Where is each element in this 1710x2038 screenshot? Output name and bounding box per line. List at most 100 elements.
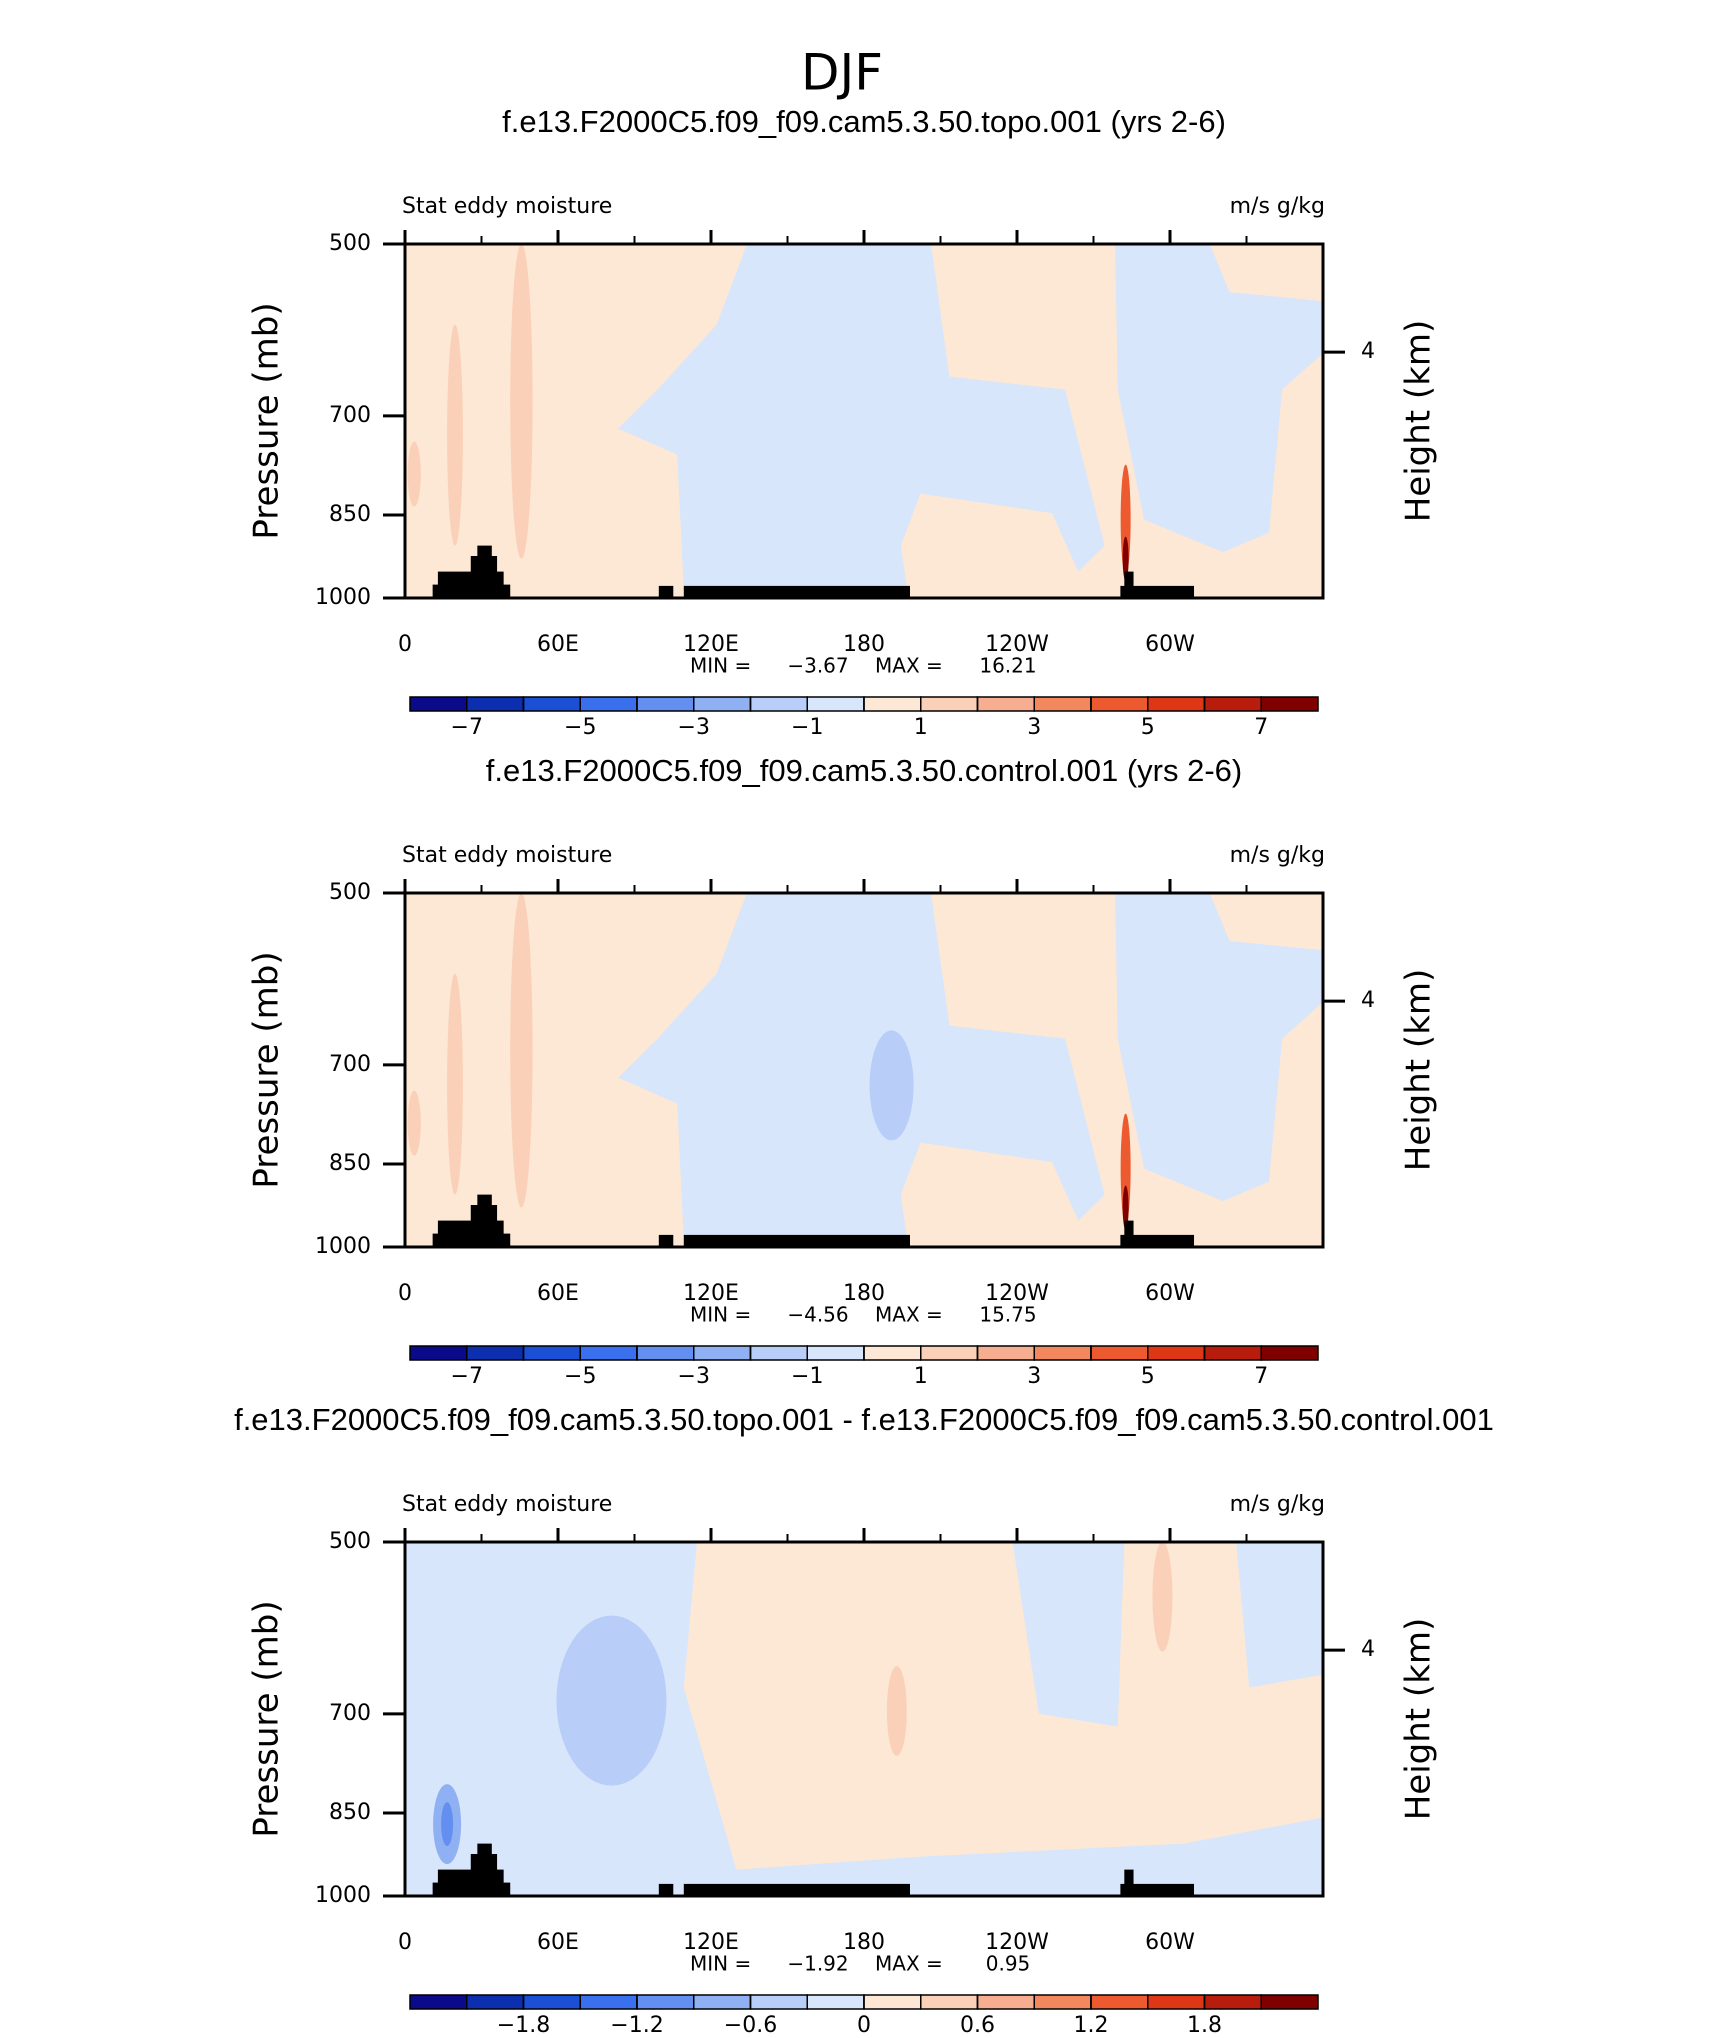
colorbar-box xyxy=(466,696,525,712)
colorbar-box xyxy=(863,1994,922,2010)
colorbar-box xyxy=(693,1345,752,1361)
x-tick-label: 120W xyxy=(985,1930,1049,1955)
x-tick-label: 0 xyxy=(398,1930,412,1955)
colorbar-box xyxy=(806,1994,865,2010)
colorbar-tick-label: −1 xyxy=(791,715,823,740)
colorbar-box xyxy=(1033,1345,1092,1361)
field-region xyxy=(407,1090,421,1156)
colorbar-box xyxy=(409,1994,468,2010)
y-tick-label: 1000 xyxy=(315,1883,371,1908)
colorbar-box xyxy=(466,1345,525,1361)
colorbar-box xyxy=(920,1345,979,1361)
orography xyxy=(477,1843,492,1855)
left-label: Stat eddy moisture xyxy=(402,194,612,219)
colorbar-tick-label: −5 xyxy=(564,715,596,740)
x-tick-label: 180 xyxy=(843,1930,885,1955)
colorbar-box xyxy=(409,696,468,712)
x-tick-label: 60W xyxy=(1145,1281,1195,1306)
colorbar-box xyxy=(579,1345,638,1361)
orography xyxy=(1120,1234,1195,1247)
colorbar-box xyxy=(749,1345,808,1361)
colorbar-box xyxy=(863,696,922,712)
contour-field xyxy=(405,244,1323,598)
y-tick-label: 1000 xyxy=(315,1234,371,1259)
colorbar-box xyxy=(806,1345,865,1361)
colorbar-box xyxy=(693,1994,752,2010)
orography xyxy=(477,1194,492,1206)
colorbar-tick-label: 1.2 xyxy=(1074,2013,1109,2038)
colorbar-box xyxy=(522,1994,581,2010)
field-region xyxy=(1152,1542,1173,1652)
colorbar-box xyxy=(749,1994,808,2010)
panel: f.e13.F2000C5.f09_f09.cam5.3.50.topo.001… xyxy=(234,1402,1494,2038)
field-region xyxy=(510,244,533,559)
y2-tick-label: 4 xyxy=(1361,339,1375,364)
min-value: −1.92 xyxy=(787,1952,848,1976)
x-tick-label: 180 xyxy=(843,1281,885,1306)
colorbar-tick-label: 5 xyxy=(1141,715,1155,740)
colorbar-box xyxy=(920,1994,979,2010)
colorbar-tick-label: −1 xyxy=(791,1364,823,1389)
colorbar-tick-label: 3 xyxy=(1027,715,1041,740)
x-tick-label: 60E xyxy=(537,1281,579,1306)
y-axis-label: Pressure (mb) xyxy=(247,302,287,539)
x-tick-label: 60E xyxy=(537,1930,579,1955)
field-region xyxy=(1122,1185,1129,1230)
colorbar-box xyxy=(1147,1345,1206,1361)
x-tick-label: 180 xyxy=(843,632,885,657)
y-tick-label: 500 xyxy=(329,880,371,905)
field-region xyxy=(618,893,1105,1241)
colorbar-box xyxy=(693,696,752,712)
y2-tick-label: 4 xyxy=(1361,1637,1375,1662)
y-tick-label: 500 xyxy=(329,231,371,256)
orography xyxy=(1124,571,1134,587)
colorbar-box xyxy=(1090,1345,1149,1361)
field-region xyxy=(869,1030,914,1141)
colorbar-box xyxy=(863,1345,922,1361)
colorbar-box xyxy=(976,696,1035,712)
orography xyxy=(658,585,674,598)
colorbar-box xyxy=(1033,696,1092,712)
colorbar-tick-label: −1.2 xyxy=(610,2013,663,2038)
colorbar-box xyxy=(1260,1994,1319,2010)
colorbar-box xyxy=(579,696,638,712)
colorbar-tick-label: 3 xyxy=(1027,1364,1041,1389)
colorbar-box xyxy=(409,1345,468,1361)
colorbar-tick-label: 1 xyxy=(914,715,928,740)
colorbar-tick-label: 7 xyxy=(1254,715,1268,740)
max-value: 0.95 xyxy=(986,1952,1031,1976)
y-axis-label: Pressure (mb) xyxy=(247,951,287,1188)
colorbar-box xyxy=(636,1994,695,2010)
orography xyxy=(683,585,910,598)
colorbar-box xyxy=(466,1994,525,2010)
right-label: m/s g/kg xyxy=(1230,194,1325,219)
field-region xyxy=(556,1615,667,1786)
colorbar-box xyxy=(522,696,581,712)
right-label: m/s g/kg xyxy=(1230,1492,1325,1517)
x-tick-label: 0 xyxy=(398,1281,412,1306)
field-region xyxy=(441,1802,454,1847)
right-label: m/s g/kg xyxy=(1230,843,1325,868)
colorbar-box xyxy=(1260,696,1319,712)
y-tick-label: 500 xyxy=(329,1529,371,1554)
panel-title: f.e13.F2000C5.f09_f09.cam5.3.50.control.… xyxy=(486,753,1243,788)
x-tick-label: 0 xyxy=(398,632,412,657)
max-label: MAX = xyxy=(875,1303,943,1327)
orography xyxy=(470,1205,498,1222)
colorbar-box xyxy=(1147,696,1206,712)
colorbar-tick-label: 1.8 xyxy=(1187,2013,1222,2038)
colorbar-tick-label: −5 xyxy=(564,1364,596,1389)
orography xyxy=(437,1869,504,1884)
orography xyxy=(683,1234,910,1247)
x-tick-label: 60W xyxy=(1145,1930,1195,1955)
x-tick-label: 60W xyxy=(1145,632,1195,657)
min-label: MIN = xyxy=(690,1303,751,1327)
colorbar-tick-label: −7 xyxy=(451,1364,483,1389)
colorbar-tick-label: −3 xyxy=(678,715,710,740)
colorbar-box xyxy=(1147,1994,1206,2010)
left-label: Stat eddy moisture xyxy=(402,1492,612,1517)
colorbar-box xyxy=(920,696,979,712)
colorbar-box xyxy=(976,1345,1035,1361)
y-tick-label: 850 xyxy=(329,1151,371,1176)
